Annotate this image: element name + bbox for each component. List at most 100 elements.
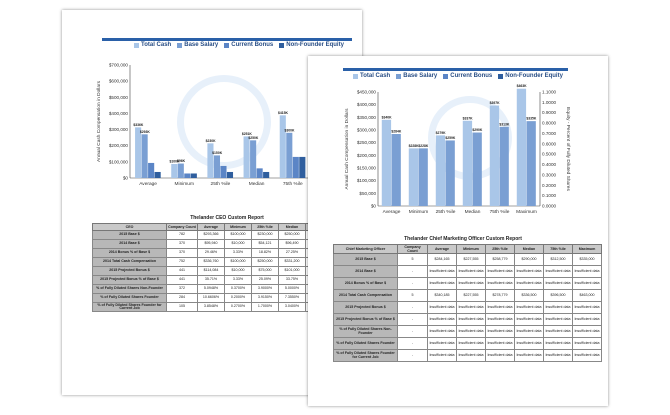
table-cell: $312,500	[543, 253, 573, 266]
table-cell: Insufficient data	[543, 337, 573, 350]
table-cell: -	[397, 265, 428, 278]
row-label: % of Fully Diluted Shares Founder for Cu…	[333, 349, 398, 362]
table-cell: 25.09%	[251, 275, 279, 285]
y2-tick-label: 0.8000	[542, 121, 556, 126]
table-cell: $463,000	[572, 289, 602, 302]
bar	[190, 173, 197, 178]
table-cell: Insufficient data	[456, 265, 486, 278]
y-tick-label: $350,000	[357, 115, 377, 120]
bar	[445, 140, 455, 206]
table-cell: -	[397, 277, 428, 290]
y-tick-label: $0	[123, 176, 129, 181]
y-tick-label: $300,000	[109, 127, 129, 132]
table-cell: $230,000	[251, 230, 279, 240]
y-tick-label: $100,000	[109, 159, 129, 164]
row-label: % of Fully Diluted Shares Non-Founder	[333, 325, 398, 338]
table-cell: $101,000	[278, 266, 306, 276]
row-label: 2014 Base $	[92, 239, 167, 249]
table-cell: Insufficient data	[485, 265, 515, 278]
legend-item: Base Salary	[177, 42, 218, 48]
table-cell: Insufficient data	[543, 301, 573, 314]
data-label: $228K	[409, 144, 420, 148]
x-tick-label: Minimum	[409, 209, 428, 215]
table-cell: Insufficient data	[514, 313, 544, 326]
table-cell: $258,779	[485, 253, 515, 266]
table-cell: $95,940	[197, 239, 225, 249]
table-cell: Insufficient data	[427, 265, 457, 278]
table-cell: 0.2700%	[224, 302, 252, 312]
row-label: 2015 Projected Bonus $	[333, 301, 398, 314]
table-row: 2015 Projected Bonus $441 $114,084 $10,000…	[92, 266, 361, 276]
x-tick-label: Average	[139, 181, 157, 187]
table-cell: Insufficient data	[572, 265, 602, 278]
table-cell: $227,555	[456, 289, 486, 302]
table-cell: Insufficient data	[514, 325, 544, 338]
legend-item: Current Bonus	[224, 42, 273, 48]
row-label: 2015 Projected Bonus $	[92, 266, 167, 276]
bar	[499, 126, 509, 206]
table-cell: Insufficient data	[514, 349, 544, 362]
bar	[381, 119, 392, 206]
bar	[226, 171, 234, 178]
data-label: $100K	[169, 159, 180, 163]
row-label: 2014 Bonus % of Base $	[333, 277, 398, 290]
data-label: $228K	[418, 144, 429, 148]
legend-swatch	[134, 42, 139, 48]
legend-swatch	[353, 73, 358, 79]
bar	[391, 134, 401, 206]
data-label: $150K	[212, 151, 223, 155]
table-cell: Insufficient data	[572, 301, 602, 314]
table-cell: $10,000	[224, 239, 252, 249]
column-header: 25th %ile	[251, 223, 279, 231]
legend-label: Non-Founder Equity	[286, 42, 344, 48]
column-header: Median	[278, 223, 306, 231]
header-rule	[343, 68, 568, 71]
table-cell: Insufficient data	[427, 337, 457, 350]
legend-swatch	[443, 73, 449, 79]
x-tick-label: Maximum	[516, 209, 537, 215]
y-tick-label: $300,000	[357, 128, 377, 133]
table-cell: Insufficient data	[427, 313, 457, 326]
cmo-report-table: Chief Marketing Officer Company Count Aver…	[333, 244, 602, 362]
table-row: % of Fully Diluted Shares Founder for Cu…	[333, 349, 602, 362]
bar	[220, 165, 227, 178]
legend-label: Base Salary	[403, 73, 438, 79]
row-label: % of Fully Diluted Shares Non-Founder	[92, 284, 167, 294]
table-cell: 3.8548%	[197, 302, 225, 312]
bar	[516, 88, 527, 206]
table-cell: $336,760	[197, 257, 225, 267]
y-tick-label: $700,000	[109, 63, 129, 68]
legend-swatch	[279, 42, 285, 48]
y-axis-title: Annual Cash Compensation in Dollars	[344, 108, 350, 190]
header-rule	[102, 38, 352, 41]
table-cell: Insufficient data	[485, 301, 515, 314]
table-cell: -	[397, 301, 428, 314]
row-label: 2014 Total Cash Compensation	[333, 289, 398, 302]
table-cell: 5.0948%	[197, 284, 225, 294]
data-label: $336K	[133, 123, 144, 127]
y-tick-label: $450,000	[357, 90, 377, 95]
table-cell: $278,779	[485, 289, 515, 302]
data-label: $293K	[140, 130, 151, 134]
row-label: 2014 Bonus % of Base $	[92, 248, 167, 258]
table-cell: Insufficient data	[456, 301, 486, 314]
table-cell: 18.82%	[251, 248, 279, 258]
x-tick-label: 25th %ile	[436, 209, 456, 215]
table-cell: Insufficient data	[456, 313, 486, 326]
table-cell: Insufficient data	[485, 349, 515, 362]
bar	[489, 105, 500, 206]
table-row: 2015 Projected Bonus % of Base $ - Insuffi…	[333, 313, 602, 326]
table-row: % of Fully Diluted Shares Non-Founder - In…	[333, 325, 602, 338]
table-cell: 0.2000%	[224, 293, 252, 303]
table-cell: Insufficient data	[572, 325, 602, 338]
table-cell: 3.33%	[224, 275, 252, 285]
legend-item: Base Salary	[396, 73, 437, 79]
table-cell: Insufficient data	[456, 277, 486, 290]
y-tick-label: $150,000	[357, 166, 377, 171]
table-cell: Insufficient data	[514, 337, 544, 350]
table-cell: Insufficient data	[543, 325, 573, 338]
table-cell: 5.0000%	[278, 284, 306, 294]
table-row: 2014 Base $ - Insufficient data Insufficien…	[333, 265, 602, 278]
bar	[148, 162, 155, 178]
bar	[243, 136, 250, 178]
